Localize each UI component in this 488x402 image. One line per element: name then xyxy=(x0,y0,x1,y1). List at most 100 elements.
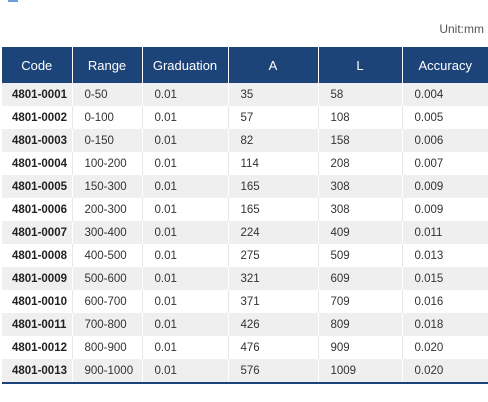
table-cell: 58 xyxy=(317,83,402,106)
table-cell: 371 xyxy=(227,290,318,313)
table-cell: 0.01 xyxy=(141,221,228,244)
table-cell: 224 xyxy=(227,221,318,244)
table-cell: 4801-0011 xyxy=(2,313,72,336)
table-cell: 4801-0003 xyxy=(2,129,72,152)
column-header: Accuracy xyxy=(401,47,488,83)
table-cell: 114 xyxy=(227,152,318,175)
column-header: L xyxy=(317,47,402,83)
table-cell: 0.01 xyxy=(141,336,228,359)
table-cell: 200-300 xyxy=(71,198,142,221)
table-cell: 4801-0008 xyxy=(2,244,72,267)
table-cell: 4801-0006 xyxy=(2,198,72,221)
table-cell: 0.009 xyxy=(401,198,488,221)
table-cell: 0.01 xyxy=(141,129,228,152)
unit-label: Unit:mm xyxy=(439,22,484,36)
table-cell: 0.01 xyxy=(141,152,228,175)
table-cell: 82 xyxy=(227,129,318,152)
table-cell: 476 xyxy=(227,336,318,359)
table-cell: 308 xyxy=(317,198,402,221)
table-cell: 108 xyxy=(317,106,402,129)
table-row: 4801-0002 0-100 0.01 57 108 0.005 xyxy=(2,106,488,129)
table-cell: 0.01 xyxy=(141,359,228,383)
table-cell: 275 xyxy=(227,244,318,267)
table-row: 4801-0005 150-300 0.01 165 308 0.009 xyxy=(2,175,488,198)
table-cell: 308 xyxy=(317,175,402,198)
table-cell: 158 xyxy=(317,129,402,152)
table-cell: 800-900 xyxy=(71,336,142,359)
table-cell: 600-700 xyxy=(71,290,142,313)
table-cell: 208 xyxy=(317,152,402,175)
table-cell: 4801-0005 xyxy=(2,175,72,198)
table-cell: 0.01 xyxy=(141,267,228,290)
table-body: 4801-0001 0-50 0.01 35 58 0.004 4801-0002 0-100… xyxy=(2,83,488,383)
table-cell: 0.005 xyxy=(401,106,488,129)
table-cell: 0.007 xyxy=(401,152,488,175)
table-cell: 4801-0004 xyxy=(2,152,72,175)
table-cell: 0.01 xyxy=(141,244,228,267)
table-row: 4801-0004 100-200 0.01 114 208 0.007 xyxy=(2,152,488,175)
table-cell: 0.018 xyxy=(401,313,488,336)
table-cell: 0.016 xyxy=(401,290,488,313)
table-cell: 0.01 xyxy=(141,106,228,129)
table-cell: 426 xyxy=(227,313,318,336)
table-row: 4801-0010 600-700 0.01 371 709 0.016 xyxy=(2,290,488,313)
table-row: 4801-0007 300-400 0.01 224 409 0.011 xyxy=(2,221,488,244)
table-cell: 165 xyxy=(227,175,318,198)
table-cell: 4801-0002 xyxy=(2,106,72,129)
column-header: Code xyxy=(2,47,72,83)
table-cell: 0.015 xyxy=(401,267,488,290)
table-cell: 35 xyxy=(227,83,318,106)
column-header: A xyxy=(227,47,318,83)
table-cell: 400-500 xyxy=(71,244,142,267)
table-cell: 0.006 xyxy=(401,129,488,152)
table-row: 4801-0008 400-500 0.01 275 509 0.013 xyxy=(2,244,488,267)
table-cell: 576 xyxy=(227,359,318,383)
table-cell: 4801-0009 xyxy=(2,267,72,290)
table-cell: 0.009 xyxy=(401,175,488,198)
table-cell: 1009 xyxy=(317,359,402,383)
table-cell: 0.011 xyxy=(401,221,488,244)
decoration xyxy=(8,0,18,2)
table-cell: 0-100 xyxy=(71,106,142,129)
table-cell: 509 xyxy=(317,244,402,267)
table-cell: 0.01 xyxy=(141,198,228,221)
table-cell: 500-600 xyxy=(71,267,142,290)
table-cell: 300-400 xyxy=(71,221,142,244)
table-row: 4801-0013 900-1000 0.01 576 1009 0.020 xyxy=(2,359,488,383)
table-row: 4801-0011 700-800 0.01 426 809 0.018 xyxy=(2,313,488,336)
table-cell: 0.01 xyxy=(141,83,228,106)
table-row: 4801-0001 0-50 0.01 35 58 0.004 xyxy=(2,83,488,106)
table-cell: 165 xyxy=(227,198,318,221)
spec-table: Code Range Graduation A L Accuracy 4801-0001 0… xyxy=(2,47,488,384)
table-cell: 0.01 xyxy=(141,290,228,313)
table-cell: 0.004 xyxy=(401,83,488,106)
table-cell: 150-300 xyxy=(71,175,142,198)
table-cell: 0.01 xyxy=(141,175,228,198)
table-cell: 321 xyxy=(227,267,318,290)
table-cell: 409 xyxy=(317,221,402,244)
table-cell: 700-800 xyxy=(71,313,142,336)
column-header: Range xyxy=(71,47,142,83)
table-cell: 0.020 xyxy=(401,359,488,383)
table-row: 4801-0012 800-900 0.01 476 909 0.020 xyxy=(2,336,488,359)
table-row: 4801-0003 0-150 0.01 82 158 0.006 xyxy=(2,129,488,152)
table-cell: 709 xyxy=(317,290,402,313)
table-cell: 57 xyxy=(227,106,318,129)
table-cell: 4801-0013 xyxy=(2,359,72,383)
table-cell: 609 xyxy=(317,267,402,290)
table-cell: 100-200 xyxy=(71,152,142,175)
table-cell: 4801-0012 xyxy=(2,336,72,359)
table-cell: 909 xyxy=(317,336,402,359)
table-cell: 4801-0010 xyxy=(2,290,72,313)
table-cell: 0.01 xyxy=(141,313,228,336)
table-cell: 0-150 xyxy=(71,129,142,152)
table-cell: 4801-0007 xyxy=(2,221,72,244)
table-cell: 0.013 xyxy=(401,244,488,267)
table-row: 4801-0009 500-600 0.01 321 609 0.015 xyxy=(2,267,488,290)
column-header: Graduation xyxy=(141,47,228,83)
table-cell: 900-1000 xyxy=(71,359,142,383)
table-cell: 0-50 xyxy=(71,83,142,106)
table-cell: 809 xyxy=(317,313,402,336)
header-row: Code Range Graduation A L Accuracy xyxy=(2,47,488,83)
